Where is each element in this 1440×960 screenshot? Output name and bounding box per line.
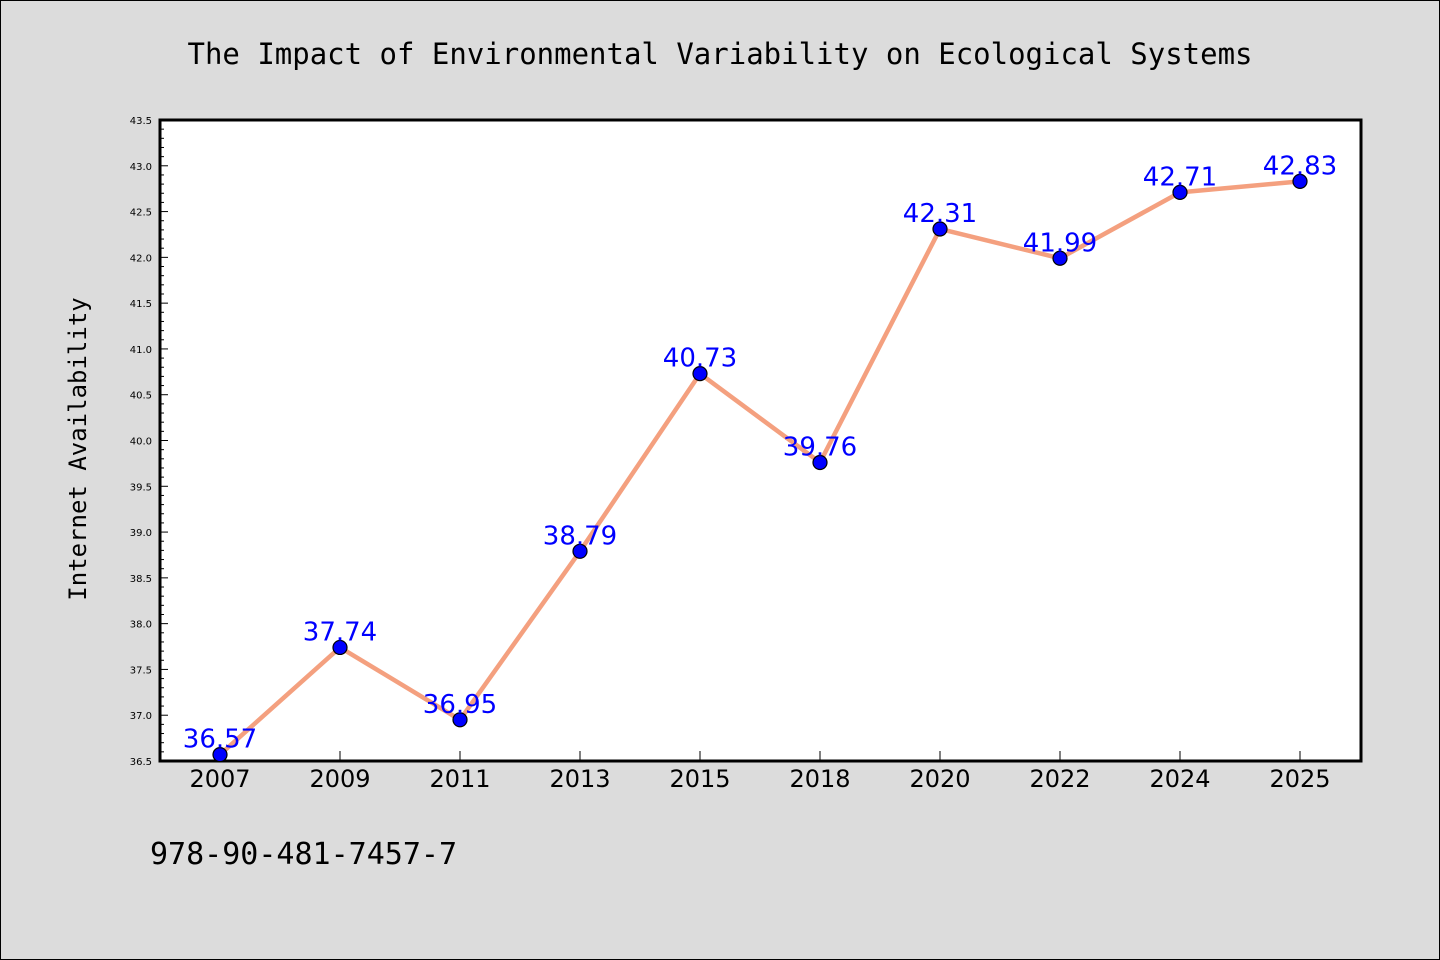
series-line	[218, 179, 1301, 757]
y-tick-label: 42.5	[130, 208, 152, 219]
data-labels-group: 36.57 37.74 36.95 38.79 40.73 39.76 42.31 41.99…	[183, 151, 1337, 754]
chart-title: The Impact of Environmental Variability …	[187, 37, 1252, 71]
x-axis: 2007 2009 2011 2013 2015 2018 2020 2022 2024 2025	[189, 751, 1331, 793]
data-point	[692, 366, 708, 382]
x-tick-label: 2011	[429, 765, 490, 793]
y-tick-label: 40.5	[130, 391, 152, 402]
data-point	[1052, 250, 1068, 266]
data-point	[932, 221, 948, 237]
y-tick-label: 43.0	[130, 162, 152, 173]
data-point	[332, 639, 348, 656]
x-tick-label: 2022	[1029, 765, 1090, 793]
x-tick-label: 2015	[669, 765, 730, 793]
data-point	[1172, 184, 1188, 200]
y-tick-label: 43.5	[130, 116, 152, 127]
data-point	[452, 712, 468, 728]
y-tick-label: 36.5	[130, 757, 152, 768]
data-point	[572, 543, 588, 559]
y-tick-label: 39.5	[130, 482, 152, 493]
isbn-text: 978-90-481-7457-7	[150, 837, 457, 872]
data-point	[1292, 173, 1308, 189]
y-tick-label: 40.0	[130, 437, 152, 448]
plot-area	[158, 118, 1363, 763]
y-tick-label: 37.0	[130, 711, 152, 722]
series-line-group	[218, 179, 1301, 757]
y-tick-label: 38.0	[130, 620, 152, 631]
x-tick-label: 2024	[1149, 765, 1210, 793]
x-tick-label: 2025	[1269, 765, 1330, 793]
x-tick-label: 2007	[189, 765, 250, 793]
data-label: 39.76	[783, 432, 857, 462]
data-label: 42.83	[1263, 151, 1337, 181]
x-tick-label: 2009	[309, 765, 370, 793]
y-tick-label: 39.0	[130, 528, 152, 539]
data-label: 36.57	[183, 725, 257, 755]
y-axis-label: Internet Availability	[64, 297, 92, 600]
data-point	[812, 454, 828, 471]
y-tick-label: 42.0	[130, 253, 152, 264]
x-tick-label: 2020	[909, 765, 970, 793]
data-label: 40.73	[663, 344, 737, 374]
y-tick-label: 41.5	[130, 299, 152, 310]
series-markers-group	[212, 173, 1308, 763]
y-axis: 36.5 37.0 37.5 38.0 38.5 39.0 39.5 40.0 40.5 41.0…	[130, 116, 168, 768]
data-label: 36.95	[423, 690, 497, 720]
data-label: 37.74	[303, 617, 377, 647]
data-label: 41.99	[1023, 228, 1097, 258]
y-tick-label: 41.0	[130, 345, 152, 356]
data-label: 42.71	[1143, 162, 1217, 192]
x-tick-label: 2013	[549, 765, 610, 793]
data-label: 38.79	[543, 521, 617, 551]
data-label: 42.31	[903, 199, 977, 229]
y-tick-label: 37.5	[130, 665, 152, 676]
data-point	[212, 746, 228, 763]
y-tick-label: 38.5	[130, 574, 152, 585]
x-tick-label: 2018	[789, 765, 850, 793]
